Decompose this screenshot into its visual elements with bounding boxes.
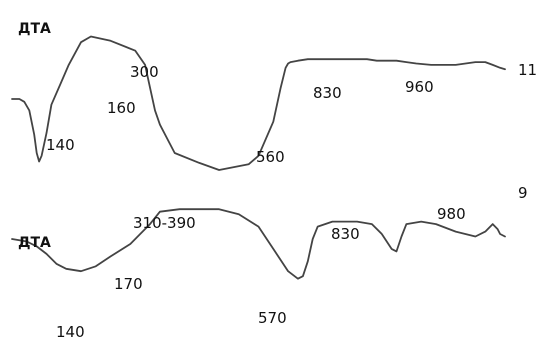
- peak-label-11-160: 160: [107, 99, 136, 117]
- curves-group: [11, 35, 506, 280]
- peak-label-9-140: 140: [56, 323, 85, 341]
- dta-axis-label-9: ДТА: [18, 235, 51, 251]
- peak-label-11-560: 560: [256, 148, 285, 166]
- peak-label-9-310-390: 310-390: [133, 214, 196, 232]
- labels-group: ДТА 11 140 160 300 560 830 960 ДТА 9 140 170 310-390…: [18, 21, 537, 341]
- series-name-11: 11: [518, 61, 537, 79]
- peak-label-9-170: 170: [114, 275, 143, 293]
- peak-label-11-830: 830: [313, 84, 342, 102]
- peak-label-11-960: 960: [405, 78, 434, 96]
- peak-label-9-980: 980: [437, 205, 466, 223]
- peak-label-11-300: 300: [130, 63, 159, 81]
- peak-label-9-830: 830: [331, 225, 360, 243]
- dta-curve-9: [11, 208, 506, 280]
- peak-label-9-570: 570: [258, 309, 287, 327]
- peak-label-11-140: 140: [46, 136, 75, 154]
- series-name-9: 9: [518, 184, 528, 202]
- dta-axis-label-11: ДТА: [18, 21, 51, 37]
- dta-curve-11: [11, 35, 506, 171]
